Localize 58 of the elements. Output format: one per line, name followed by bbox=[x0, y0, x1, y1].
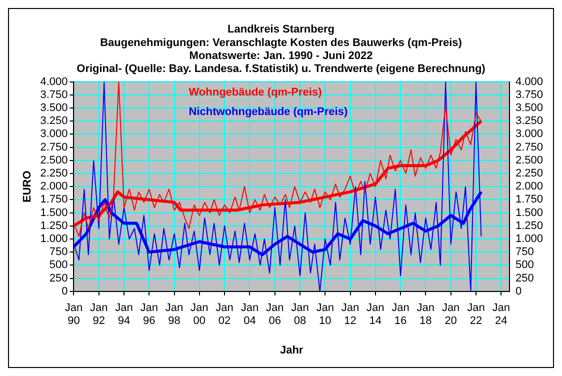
x-tick-label: Jan 10 bbox=[316, 302, 334, 328]
x-tick-label: Jan 04 bbox=[240, 302, 259, 328]
y2-tick-label: 1.250 bbox=[515, 220, 544, 232]
y-tick-label: 2.000 bbox=[40, 180, 68, 193]
y2-tick-label: 0 bbox=[515, 285, 522, 298]
x-tick-label: Jan 18 bbox=[416, 302, 435, 328]
x-tick-label: Jan 12 bbox=[341, 302, 360, 328]
text: Baugenehmigungen: Veranschlagte Kosten des Bauwerks (qm-Preis) bbox=[100, 36, 462, 49]
y2-tick-label: 3.500 bbox=[515, 102, 544, 114]
x-tick-label: Jan 98 bbox=[165, 302, 184, 328]
text: Original- (Quelle: Bay. Landesa. f.Statistik) u. Trendwerte (eigene Berechnung) bbox=[76, 63, 486, 76]
y2-tick-label: 250 bbox=[515, 272, 534, 284]
text: Landkreis Starnberg bbox=[228, 24, 334, 36]
x-tick-label: Jan 96 bbox=[140, 302, 158, 328]
y2-tick-label: 2.000 bbox=[515, 180, 544, 193]
y-tick-label: 1.500 bbox=[40, 206, 68, 219]
x-tick-label: Jan 92 bbox=[90, 302, 108, 328]
text: Monatswerte: Jan. 1990 - Juni 2022 bbox=[189, 50, 373, 62]
x-tick-label: Jan 22 bbox=[467, 302, 485, 328]
y-tick-label: 0 bbox=[62, 285, 68, 298]
y2-tick-label: 3.750 bbox=[515, 88, 544, 101]
y-tick-label: 1.250 bbox=[40, 220, 68, 232]
y-tick-label: 2.750 bbox=[40, 141, 68, 154]
y-tick-label: 750 bbox=[49, 246, 68, 258]
y-tick-label: 3.250 bbox=[40, 115, 68, 128]
x-tick-label: Jan 24 bbox=[492, 302, 510, 328]
x-tick-label: Jan 02 bbox=[216, 302, 234, 328]
y2-tick-label: 2.750 bbox=[515, 141, 544, 154]
y2-tick-label: 1.000 bbox=[515, 233, 544, 246]
x-axis-title: Jahr bbox=[280, 344, 304, 356]
x-tick-label: Jan 06 bbox=[266, 302, 284, 328]
y-tick-label: 1.750 bbox=[40, 194, 68, 206]
x-tick-label: Jan 94 bbox=[115, 302, 133, 328]
y-tick-label: 2.250 bbox=[40, 168, 68, 180]
y2-tick-label: 1.750 bbox=[515, 194, 544, 206]
y2-tick-label: 1.500 bbox=[515, 206, 544, 219]
x-tick-label: Jan 90 bbox=[64, 302, 83, 328]
y2-tick-label: 500 bbox=[515, 259, 534, 272]
y2-tick-label: 2.500 bbox=[515, 154, 544, 166]
y-tick-label: 1.000 bbox=[40, 233, 68, 246]
y-tick-label: 500 bbox=[49, 259, 68, 272]
y2-tick-label: 750 bbox=[515, 246, 534, 258]
x-tick-label: Jan 16 bbox=[392, 302, 410, 328]
x-tick-label: Jan 20 bbox=[442, 302, 460, 328]
x-tick-label: Jan 14 bbox=[366, 302, 384, 328]
x-tick-label: Jan 08 bbox=[291, 302, 309, 328]
y-axis-title: EURO bbox=[22, 170, 34, 202]
y2-tick-label: 2.250 bbox=[515, 168, 544, 180]
y-tick-label: 3.750 bbox=[40, 88, 68, 101]
y-tick-label: 250 bbox=[49, 272, 68, 284]
x-tick-label: Jan 00 bbox=[190, 302, 208, 328]
y-tick-label: 2.500 bbox=[40, 154, 68, 166]
y2-tick-label: 3.000 bbox=[515, 128, 544, 140]
y2-tick-label: 3.250 bbox=[515, 115, 544, 128]
y-tick-label: 4.000 bbox=[40, 76, 68, 88]
y2-tick-label: 4.000 bbox=[515, 76, 544, 88]
y-tick-label: 3.500 bbox=[40, 102, 68, 114]
y-tick-label: 3.000 bbox=[40, 128, 68, 140]
